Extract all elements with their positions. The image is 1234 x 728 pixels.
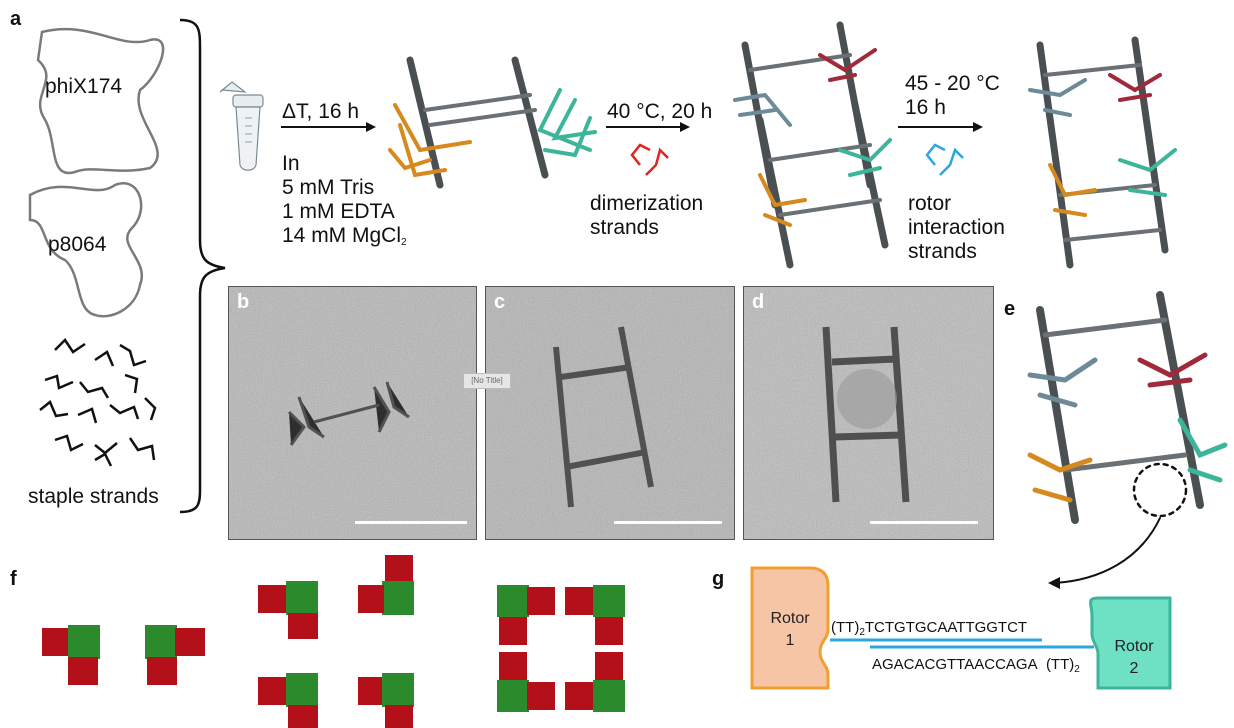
dimer-tile-2: [358, 555, 414, 615]
origami-monomer: [388, 56, 597, 189]
rotor2-label: Rotor 2: [1114, 638, 1154, 677]
tube-icon: [219, 81, 264, 171]
scaffold-loop-phix174: [36, 27, 165, 175]
staple-strands-label: staple strands: [28, 485, 159, 508]
scaffold-label-phix174: phiX174: [45, 75, 123, 98]
top-strand-sequence: (TT)2TCTGTGCAATTGGTCT: [831, 619, 1028, 638]
step3-line-3: strands: [908, 240, 977, 263]
panel-f-squares: [42, 555, 600, 728]
step3-line-1: rotor: [908, 192, 952, 215]
origami-square-detail: [1027, 291, 1228, 589]
monomer-tile-1: [42, 625, 100, 685]
scaffold-label-p8064: p8064: [48, 233, 107, 256]
curly-bracket: [179, 18, 226, 514]
panel-label-a: a: [10, 8, 22, 30]
step3-line-2: interaction: [908, 216, 1005, 239]
step2-arrow-label: 40 °C, 20 h: [607, 100, 713, 123]
step1-arrow-label: ΔT, 16 h: [282, 100, 360, 123]
square-assembly-tiles: [497, 585, 600, 712]
step1-line-1: In: [282, 152, 300, 175]
dimer-tile-4: [358, 673, 414, 728]
arrow-step1: [281, 122, 376, 132]
bottom-strand-sequence: AGACACGTTAACCAGA (TT)2: [872, 656, 1080, 675]
tem-image-c: c: [485, 286, 735, 540]
monomer-tile-2: [145, 625, 205, 685]
no-title-tooltip: [No Title]: [463, 373, 511, 389]
rotor1-label: Rotor 1: [770, 610, 810, 649]
scale-bar-c: [614, 521, 722, 524]
panel-label-c: c: [494, 291, 506, 313]
step1-line-4: 14 mM MgCl2: [282, 224, 407, 248]
scale-bar-d: [870, 521, 978, 524]
callout-arrow: [1054, 517, 1161, 584]
dimer-tile-1: [258, 581, 318, 639]
step1-line-2: 5 mM Tris: [282, 176, 375, 199]
panel-label-d: d: [752, 291, 765, 313]
tem-image-d: d: [743, 286, 994, 540]
monomer-teal-rotor: [537, 88, 597, 158]
panel-label-f: f: [10, 568, 17, 590]
origami-dimer: [733, 21, 892, 269]
step1-line-3: 1 mM EDTA: [282, 200, 395, 223]
arrow-step2: [606, 122, 690, 132]
scale-bar-b: [355, 521, 467, 524]
rotor-interaction-strand-icon: [925, 143, 964, 176]
panel-label-b: b: [237, 291, 250, 313]
panel-f-squares-right: [593, 585, 625, 712]
step3-arrow-label-1: 45 - 20 °C: [905, 72, 1000, 95]
origami-square: [1028, 36, 1177, 269]
panel-g-graphics: [750, 566, 1172, 690]
rotor2-shape: [1089, 596, 1172, 690]
step2-line-1: dimerization: [590, 192, 704, 215]
dimerization-strand-icon: [630, 143, 669, 176]
scaffold-loop-p8064: [28, 182, 143, 318]
dimer-tile-3: [258, 673, 318, 728]
step2-line-2: strands: [590, 216, 659, 239]
monomer-orange-rotor: [388, 103, 472, 178]
tem-image-b: b: [228, 286, 477, 540]
panel-label-e: e: [1004, 298, 1016, 320]
staple-strands-cluster: [39, 338, 157, 467]
panel-label-g: g: [712, 568, 725, 590]
step3-arrow-label-2: 16 h: [905, 96, 946, 119]
arrow-step3: [898, 122, 983, 132]
interaction-highlight-circle: [1132, 462, 1188, 518]
rotor1-shape: [750, 566, 830, 690]
